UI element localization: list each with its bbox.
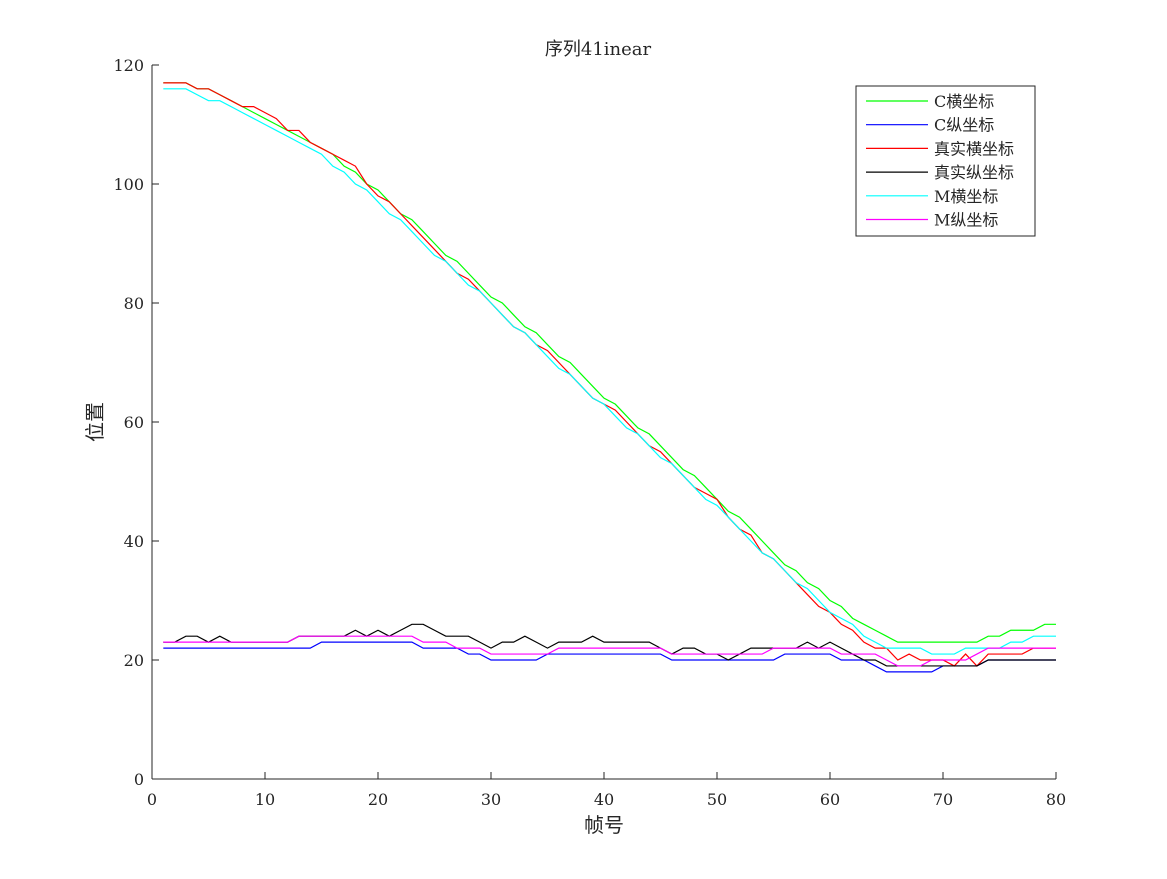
- ticks: 0 10 20 30 40 50 60 70 80 0 20 40 60 80 100 120: [113, 56, 1066, 809]
- y-tick-label: 100: [113, 175, 144, 194]
- legend-label-4: 真实纵坐标: [934, 163, 1014, 182]
- y-tick-label: 20: [124, 651, 144, 670]
- y-tick-label: 60: [124, 413, 144, 432]
- series-line-5: [163, 88, 1056, 655]
- x-tick-label: 60: [820, 790, 840, 809]
- series-line-6: [163, 635, 1056, 667]
- series-line-2: [163, 641, 1056, 673]
- x-tick-label: 40: [594, 790, 614, 809]
- y-tick-label: 40: [124, 532, 144, 551]
- y-tick-label: 80: [124, 294, 144, 313]
- y-tick-label: 0: [134, 770, 144, 789]
- x-tick-label: 50: [707, 790, 727, 809]
- legend-label-2: C纵坐标: [934, 116, 994, 135]
- series: [163, 82, 1056, 673]
- legend-label-1: C横坐标: [934, 92, 994, 111]
- series-line-3: [163, 82, 1056, 667]
- legend-box: [855, 85, 1036, 237]
- x-tick-label: 30: [481, 790, 501, 809]
- chart-title: 序列41inear: [545, 39, 652, 60]
- x-tick-label: 80: [1046, 790, 1066, 809]
- x-tick-label: 70: [933, 790, 953, 809]
- x-tick-label: 0: [147, 790, 157, 809]
- legend-label-6: M纵坐标: [934, 211, 998, 230]
- legend-label-5: M横坐标: [934, 187, 998, 206]
- x-axis-title: 帧号: [584, 813, 624, 837]
- legend-label-3: 真实横坐标: [934, 139, 1014, 158]
- x-tick-label: 10: [255, 790, 275, 809]
- y-axis-title: 位置: [83, 402, 107, 442]
- y-tick-label: 120: [113, 56, 144, 75]
- x-tick-label: 20: [368, 790, 388, 809]
